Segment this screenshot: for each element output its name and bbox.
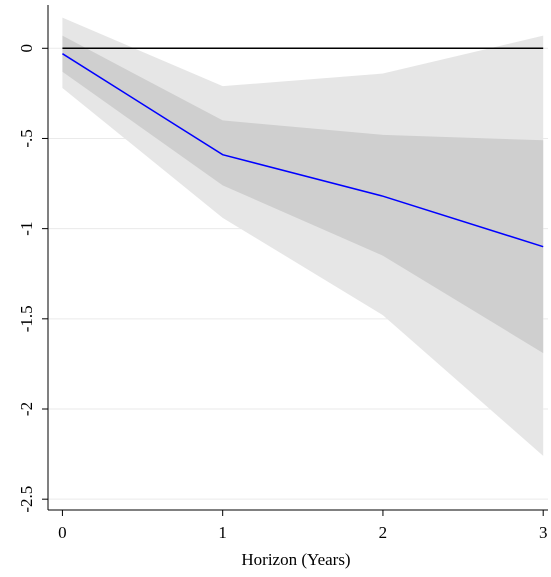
y-tick-label: -2.5	[17, 486, 36, 513]
y-tick-label: -1.5	[17, 305, 36, 332]
y-tick-label: -1	[17, 222, 36, 236]
confidence-band	[62, 35, 544, 354]
y-tick-label: -.5	[17, 129, 36, 147]
response-line	[62, 53, 544, 248]
x-tick-label: 2	[379, 523, 388, 542]
y-tick-label: 0	[17, 44, 36, 53]
x-axis-label: Horizon (Years)	[241, 550, 350, 569]
x-tick-label: 3	[539, 523, 548, 542]
y-tick-label: -2	[17, 402, 36, 416]
x-tick-label: 1	[218, 523, 227, 542]
x-tick-label: 0	[58, 523, 67, 542]
